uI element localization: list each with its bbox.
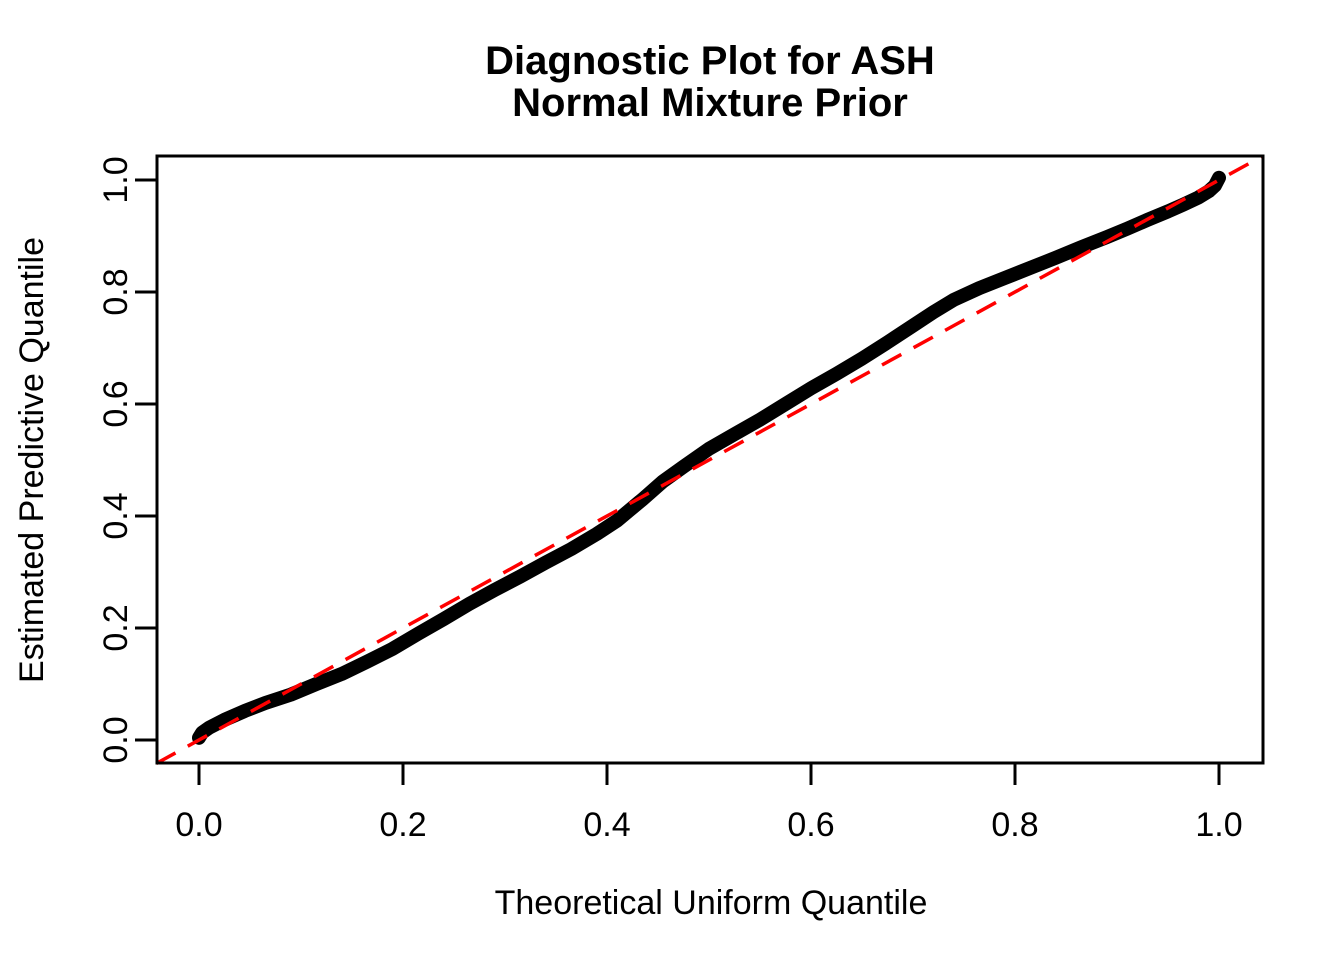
y-axis-tick-label: 0.2: [97, 604, 135, 651]
plot-axes-layer: 0.0 0.2 0.4 0.6 0.8 1.0 0.0 0.2 0.4 0.6 0.8 1.0: [97, 154, 1265, 844]
x-axis-tick-label: 0.0: [175, 806, 222, 844]
estimated-vs-theoretical-quantiles-path: [192, 170, 1226, 745]
plot-series-layer: [155, 154, 1263, 766]
x-axis-tick-label: 0.8: [991, 806, 1038, 844]
y-axis-tick-label: 0.4: [97, 492, 135, 539]
x-axis-tick-label: 0.6: [787, 806, 834, 844]
y-axis-tick-label: 0.8: [97, 268, 135, 315]
plot-border-box: [155, 154, 1265, 765]
x-axis-tick-label: 0.2: [379, 806, 426, 844]
x-axis-title: Theoretical Uniform Quantile: [495, 884, 928, 922]
x-axis-tick-label: 0.4: [583, 806, 630, 844]
y-axis-tick-label: 0.6: [97, 380, 135, 427]
y-axis-tick-label: 1.0: [97, 156, 135, 203]
y-axis-title: Estimated Predictive Quantile: [13, 237, 51, 683]
plot-title-line2: Normal Mixture Prior: [512, 81, 908, 125]
x-axis-tick-label: 1.0: [1195, 806, 1242, 844]
plot-title-line1: Diagnostic Plot for ASH: [485, 39, 935, 83]
reference-diagonal-y-equals-x-path: [155, 154, 1263, 766]
y-axis-tick-label: 0.0: [97, 716, 135, 763]
